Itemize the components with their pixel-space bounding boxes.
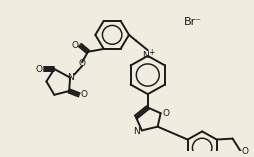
Text: O: O xyxy=(72,41,78,50)
Text: O: O xyxy=(36,65,43,73)
Text: O: O xyxy=(242,146,249,156)
Text: N: N xyxy=(134,127,140,136)
Text: N: N xyxy=(142,51,149,60)
Text: +: + xyxy=(149,48,155,57)
Text: N: N xyxy=(67,73,73,82)
Text: O: O xyxy=(162,109,169,118)
Text: O: O xyxy=(81,90,87,99)
Text: Br⁻: Br⁻ xyxy=(184,17,202,27)
Text: O: O xyxy=(78,59,86,68)
